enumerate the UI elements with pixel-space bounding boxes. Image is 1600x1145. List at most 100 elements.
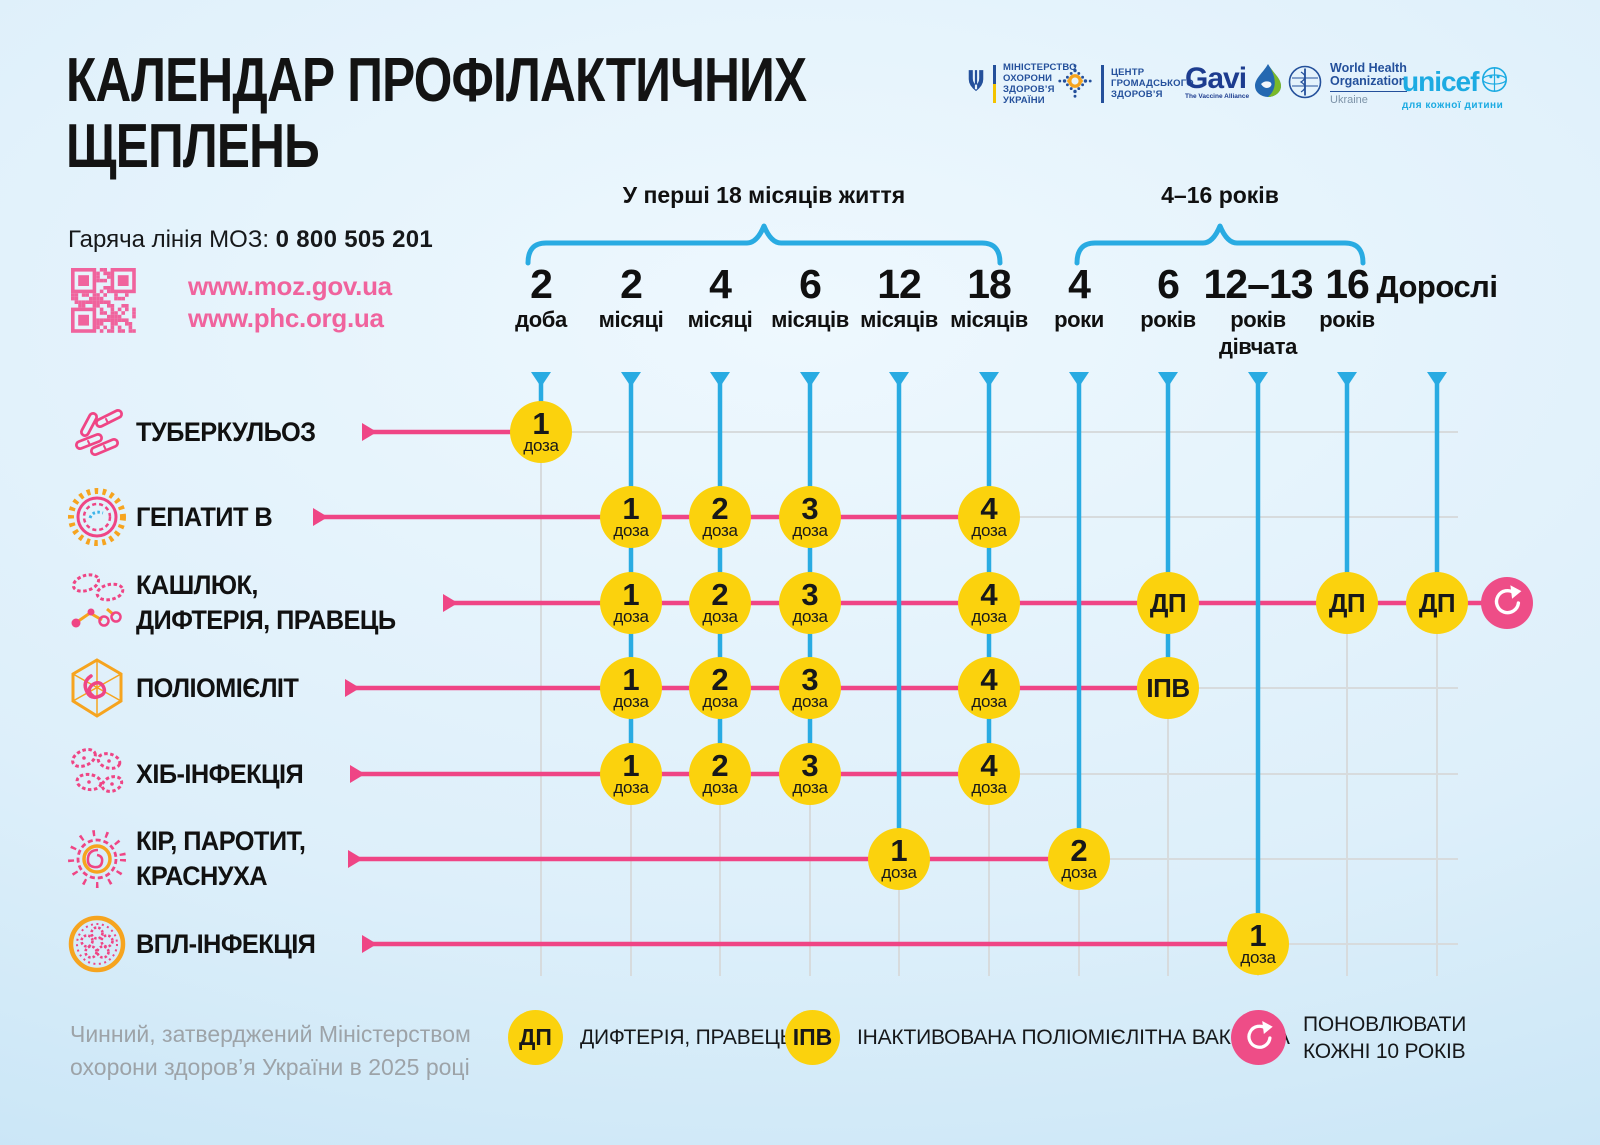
dose-number: 2	[711, 748, 729, 783]
column-unit: місяців	[771, 307, 849, 332]
repeat-icon	[1231, 1010, 1286, 1065]
dose-circle: 3 доза	[779, 486, 841, 548]
dose-word: доза	[702, 521, 738, 540]
phc-logo-text: ЦЕНТР ГРОМАДСЬКОГО ЗДОРОВ’Я	[1111, 67, 1194, 100]
page-title-line1: КАЛЕНДАР ПРОФІЛАКТИЧНИХ	[66, 46, 807, 115]
column-header-4: 12 місяців	[814, 262, 984, 333]
dose-number: 2	[711, 662, 729, 697]
phc-logo-divider	[1101, 64, 1104, 103]
hpv-virus-icon	[64, 911, 130, 977]
qr-code	[71, 268, 136, 333]
dose-circle: 2 доза	[689, 657, 751, 719]
dose-abbr: ІПВ	[1146, 672, 1190, 703]
dose-circle: 3 доза	[779, 743, 841, 805]
dose-circle: 2 доза	[1048, 828, 1110, 890]
dose-circle: 2 доза	[689, 572, 751, 634]
dose-number: 2	[1070, 833, 1088, 868]
dose-circle: ІПВ	[1137, 657, 1199, 719]
dose-number: 1	[622, 491, 640, 526]
hepatitis-virus-icon	[64, 484, 130, 550]
dose-number: 1	[622, 577, 640, 612]
column-age: 6	[799, 261, 822, 307]
dose-circle: 1 доза	[600, 486, 662, 548]
column-header-2: 4 місяці	[635, 262, 805, 333]
mmr-virus-icon	[64, 826, 130, 892]
column-header-7: 6 років	[1083, 262, 1253, 333]
page-title: КАЛЕНДАР ПРОФІЛАКТИЧНИХ ЩЕПЛЕНЬ	[66, 46, 807, 180]
column-age: 4	[709, 261, 732, 307]
disease-label-line: ТУБЕРКУЛЬОЗ	[136, 416, 316, 447]
dose-circle: 3 доза	[779, 657, 841, 719]
dose-word: доза	[613, 521, 649, 540]
hotline-label: Гаряча лінія МОЗ:	[68, 226, 269, 253]
legend-item-ipv: ІПВ ІНАКТИВОВАНА ПОЛІОМІЄЛІТНА ВАКЦИНА	[785, 1010, 1290, 1065]
dose-word: доза	[613, 692, 649, 711]
website-phc: www.phc.org.ua	[188, 303, 384, 333]
dose-number: 3	[801, 748, 819, 783]
dose-circle: 2 доза	[689, 743, 751, 805]
legend-label-ipv: ІНАКТИВОВАНА ПОЛІОМІЄЛІТНА ВАКЦИНА	[857, 1026, 1290, 1049]
dose-word: доза	[702, 607, 738, 626]
disease-label-line: ГЕПАТИТ В	[136, 501, 273, 532]
column-unit: місяці	[687, 307, 753, 332]
dose-word: доза	[881, 863, 917, 882]
hib-bacteria-icon	[64, 741, 130, 807]
column-unit: років	[1230, 307, 1286, 332]
dose-number: 1	[532, 406, 550, 441]
dose-circle: 3 доза	[779, 572, 841, 634]
column-header-3: 6 місяців	[725, 262, 895, 333]
disease-label-1: ГЕПАТИТ В	[136, 474, 273, 560]
disease-label-line: ВПЛ-ІНФЕКЦІЯ	[136, 928, 316, 959]
dose-number: 1	[1249, 918, 1267, 953]
dose-number: 3	[801, 491, 819, 526]
dose-word: доза	[971, 778, 1007, 797]
dose-number: 3	[801, 662, 819, 697]
dose-abbr: ДП	[1149, 587, 1187, 618]
dose-circle: 4 доза	[958, 486, 1020, 548]
column-unit: місяці	[598, 307, 664, 332]
tuberculosis-bacteria-icon	[64, 399, 130, 465]
dose-word: доза	[792, 778, 828, 797]
column-age: 18	[967, 261, 1012, 307]
website-moz: www.moz.gov.ua	[188, 271, 392, 301]
dose-number: 1	[890, 833, 908, 868]
column-header-8: 12–13 років дівчата	[1173, 262, 1343, 360]
disease-label-line: ХІБ-ІНФЕКЦІЯ	[136, 758, 304, 789]
bracket-label-first-18-months: У перші 18 місяців життя	[622, 182, 906, 208]
dose-number: 2	[711, 491, 729, 526]
repeat-every-10-years-icon	[1481, 577, 1533, 629]
dose-circle: ДП	[1137, 572, 1199, 634]
dose-number: 3	[801, 577, 819, 612]
dose-circle: ДП	[1316, 572, 1378, 634]
column-unit: доба	[515, 307, 567, 332]
dose-word: доза	[1240, 948, 1276, 967]
disease-label-0: ТУБЕРКУЛЬОЗ	[136, 389, 316, 475]
column-header-10: Дорослі	[1352, 262, 1522, 312]
legend-item-repeat: ПОНОВЛЮВАТИ КОЖНІ 10 РОКІВ	[1231, 1010, 1538, 1065]
disease-label-line: ПОЛІОМІЄЛІТ	[136, 672, 299, 703]
dose-circle: 1 доза	[868, 828, 930, 890]
dose-circle: 1 доза	[600, 572, 662, 634]
ipv-badge: ІПВ	[785, 1010, 840, 1065]
dose-number: 4	[980, 491, 998, 526]
dose-word: доза	[613, 607, 649, 626]
column-header-6: 4 роки	[994, 262, 1164, 333]
dose-word: доза	[702, 692, 738, 711]
dose-abbr: ДП	[1418, 587, 1456, 618]
disease-label-3: ПОЛІОМІЄЛІТ	[136, 645, 299, 731]
disease-label-line: КАШЛЮК,	[136, 570, 258, 600]
dose-circle: 1 доза	[1227, 913, 1289, 975]
dose-circle: 1 доза	[600, 657, 662, 719]
polio-virus-icon	[64, 655, 130, 721]
column-header-0: 2 доба	[456, 262, 626, 333]
dose-word: доза	[792, 521, 828, 540]
legend-item-dp: ДП ДИФТЕРІЯ, ПРАВЕЦЬ	[508, 1010, 793, 1065]
dose-number: 4	[980, 748, 998, 783]
dose-number: 2	[711, 577, 729, 612]
unicef-logo: unicef для кожної дитини	[1402, 66, 1508, 111]
column-age: 2	[530, 261, 553, 307]
disease-label-4: ХІБ-ІНФЕКЦІЯ	[136, 731, 304, 817]
legend-label-dp: ДИФТЕРІЯ, ПРАВЕЦЬ	[580, 1026, 794, 1049]
dose-word: доза	[523, 436, 559, 455]
